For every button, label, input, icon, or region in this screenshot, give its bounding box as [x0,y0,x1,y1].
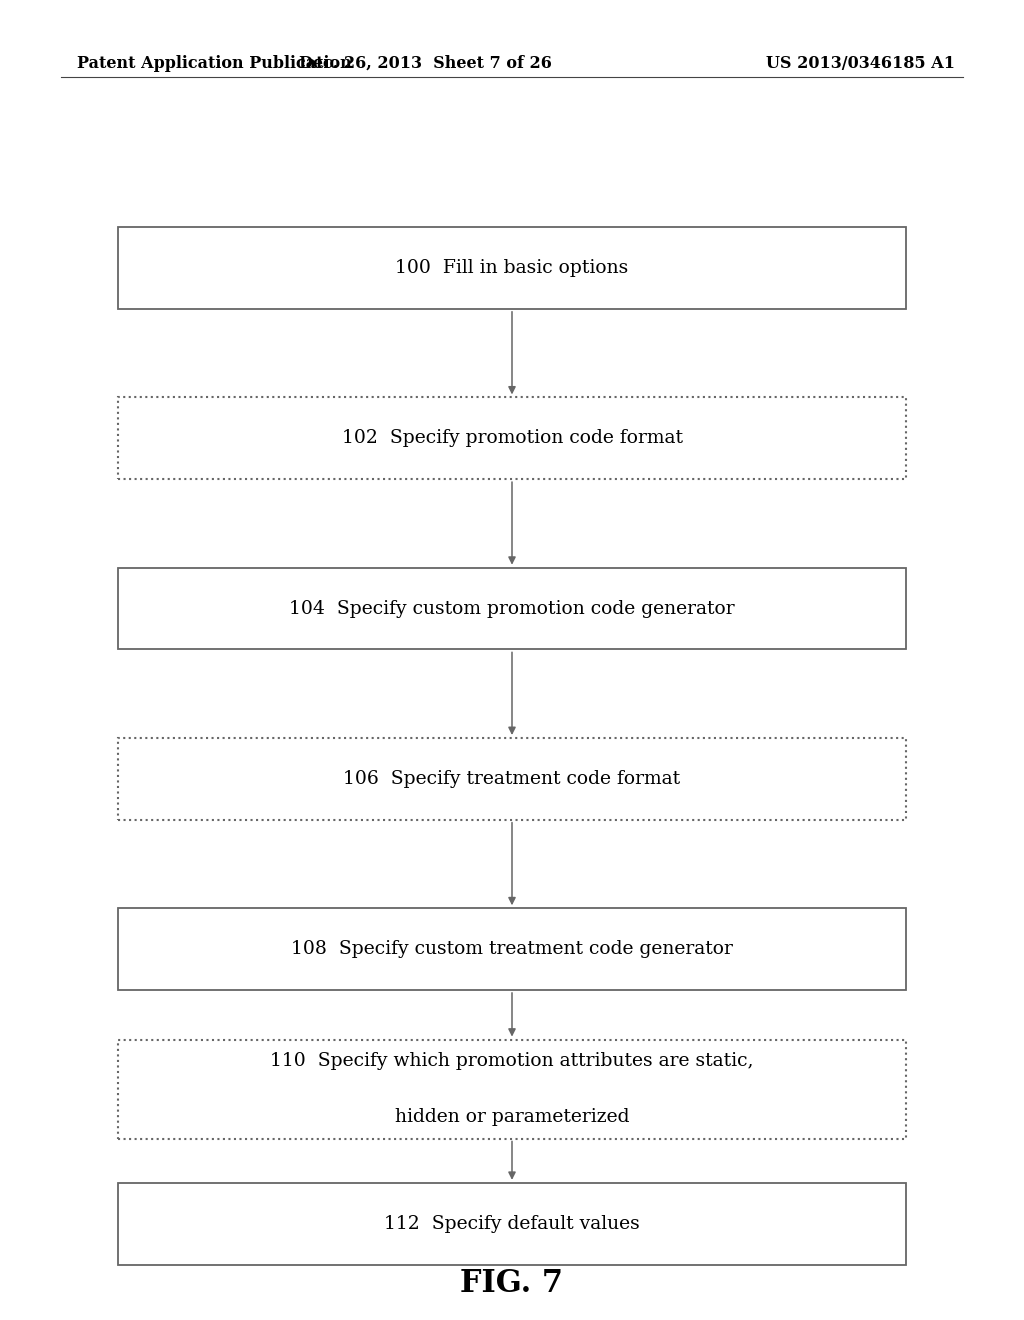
Text: 106  Specify treatment code format: 106 Specify treatment code format [343,770,681,788]
Bar [118,1040,906,1138]
Bar [118,908,906,990]
Text: Patent Application Publication: Patent Application Publication [77,55,351,71]
Bar [118,568,906,649]
Text: 100  Fill in basic options: 100 Fill in basic options [395,259,629,277]
Bar [118,397,906,479]
Text: 110  Specify which promotion attributes are static,: 110 Specify which promotion attributes a… [270,1052,754,1071]
Text: US 2013/0346185 A1: US 2013/0346185 A1 [766,55,954,71]
Text: 104  Specify custom promotion code generator: 104 Specify custom promotion code genera… [289,599,735,618]
Bar [118,738,906,820]
Text: 102  Specify promotion code format: 102 Specify promotion code format [341,429,683,447]
Text: Dec. 26, 2013  Sheet 7 of 26: Dec. 26, 2013 Sheet 7 of 26 [299,55,551,71]
Text: 112  Specify default values: 112 Specify default values [384,1214,640,1233]
Bar [118,227,906,309]
Text: hidden or parameterized: hidden or parameterized [394,1107,630,1126]
Text: 108  Specify custom treatment code generator: 108 Specify custom treatment code genera… [291,940,733,958]
Text: FIG. 7: FIG. 7 [461,1267,563,1299]
Bar [118,1183,906,1265]
